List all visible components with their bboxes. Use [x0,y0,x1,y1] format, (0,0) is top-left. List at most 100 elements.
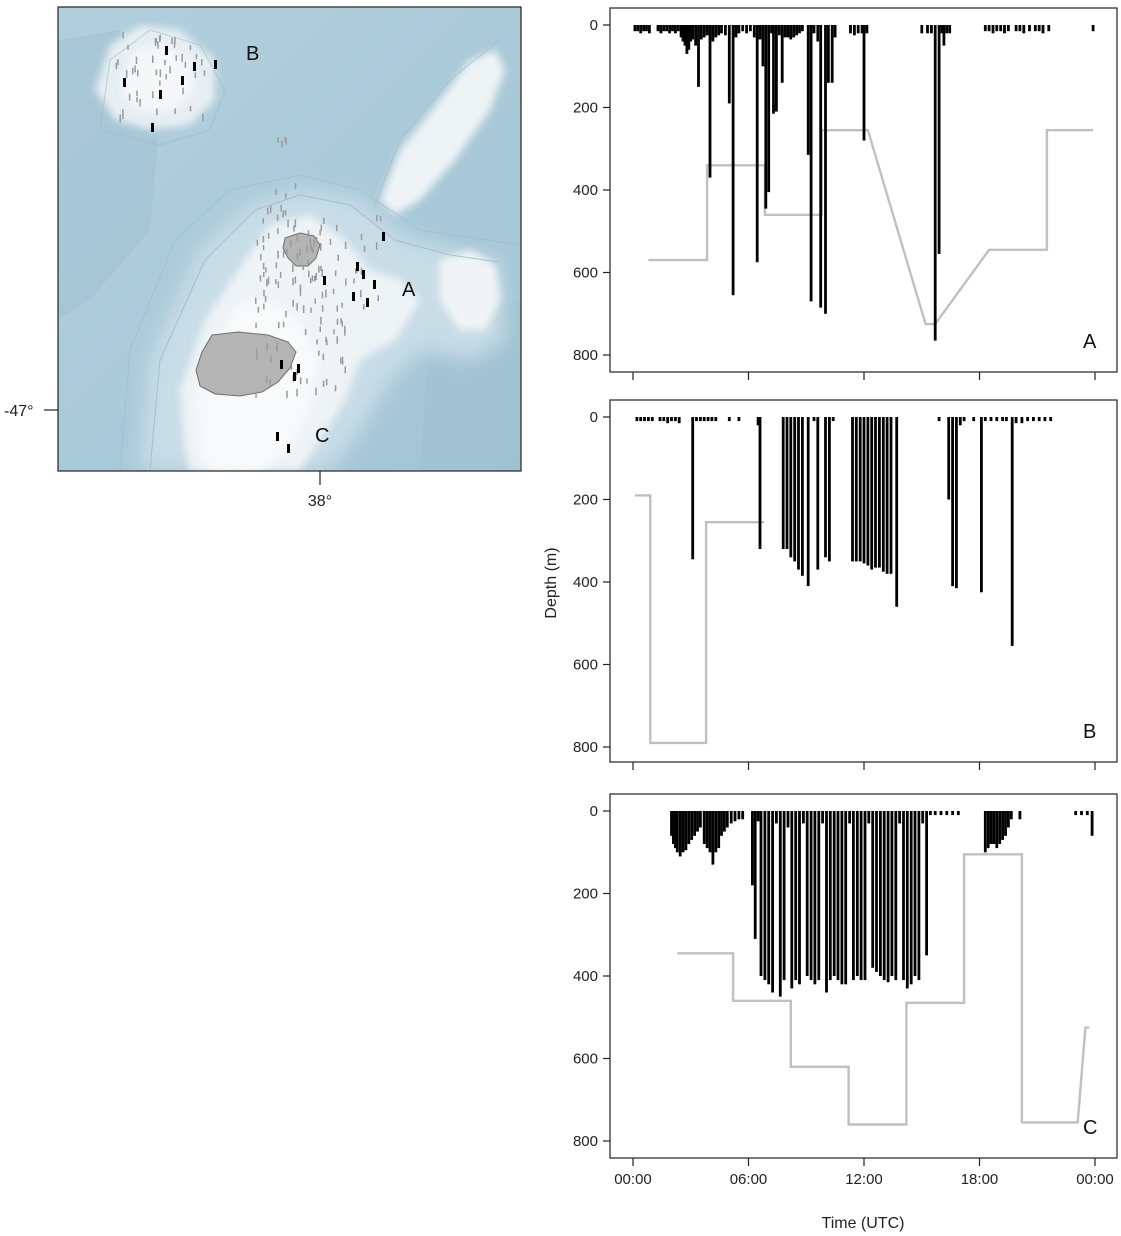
track-marker [260,253,262,261]
dive-bar [723,811,726,832]
dive-bar [777,25,781,36]
dive-bar [643,417,646,422]
dive-bar [840,811,844,985]
dive-bar [863,811,867,981]
dive-bar [852,811,855,981]
dive-bar [714,25,718,38]
track-marker [316,339,318,345]
dive-bar [699,811,702,828]
track-marker [360,233,363,240]
track-marker [182,87,184,95]
track-marker [332,288,335,295]
map-lon-label: 38° [308,493,332,510]
dive-bar [972,417,976,422]
dive-bar [858,417,862,562]
dive-bar [821,811,824,824]
dive-bar [789,417,793,558]
dive-bar [925,811,928,956]
dive-bar [699,417,702,422]
track-marker [344,325,346,334]
dive-bar [881,417,885,572]
dive-bar [929,811,932,816]
track-marker [294,183,297,189]
dive-bar [662,25,666,32]
track-marker [278,321,280,329]
haulout-marker [356,262,359,271]
track-marker [321,291,324,299]
dive-bar [894,811,898,981]
dive-bar [1049,417,1053,422]
dive-bar [1014,25,1018,32]
haulout-marker [181,76,184,85]
dive-bar [691,417,695,560]
track-marker [269,379,271,387]
dive-bar [866,417,870,566]
track-marker [152,91,154,99]
y-axis-label: Depth (m) [543,547,560,618]
track-marker [282,321,285,328]
track-marker [336,336,338,344]
dive-bar [786,811,790,828]
track-marker [299,284,302,291]
dive-bar [708,25,712,178]
track-marker [337,254,339,261]
track-marker [323,217,325,224]
panel-label: C [1083,1117,1097,1139]
dive-bar [848,811,851,824]
haulout-marker [293,372,296,381]
dive-bar [1014,417,1018,424]
dive-bar [886,811,890,983]
dive-bar [832,811,836,976]
dive-bar [1004,811,1007,836]
track-marker [267,207,269,215]
dive-bar [951,811,954,816]
track-marker [325,336,327,343]
dive-bar [758,25,762,40]
dive-bar [937,417,941,422]
y-tick-label: 0 [590,803,598,820]
dive-bar [662,417,666,422]
dive-bar [933,25,937,341]
track-marker [155,69,158,76]
dive-bar [995,25,999,32]
haulout-marker [193,62,196,71]
track-marker [263,272,265,278]
dive-bar [951,417,954,587]
haulout-marker [214,60,217,69]
dive-bar [987,25,991,32]
track-marker [299,289,302,296]
dive-bar [1007,25,1010,32]
dive-bar [780,25,784,83]
track-marker [175,55,177,61]
dive-bar [798,25,801,34]
track-marker [203,70,206,76]
track-marker [194,72,197,79]
dive-bar [767,811,771,985]
track-marker [165,73,167,80]
track-marker [119,114,121,123]
track-marker [296,234,299,242]
dive-bar [670,811,673,836]
dive-bar [958,417,962,426]
dive-bar [710,417,714,422]
track-marker [340,318,342,324]
dive-bar [702,25,706,38]
haulout-marker [287,444,290,453]
map-panel: B A C -47° 38° [4,6,522,510]
dive-bar [674,25,677,34]
dive-bar [801,25,804,32]
track-marker [262,218,264,224]
dive-bar [898,811,901,824]
dive-bar [741,25,745,32]
dive-bar [737,25,741,34]
dive-bar [699,25,703,40]
dive-panel-b: 0 200 400 600 800 B [573,399,1118,770]
track-marker [277,137,279,143]
dive-bar [724,25,727,36]
track-marker [292,299,294,307]
track-marker [152,55,154,63]
dive-bar [650,417,654,422]
track-marker [311,247,314,254]
track-marker [122,109,124,116]
dive-bar [1047,25,1051,32]
